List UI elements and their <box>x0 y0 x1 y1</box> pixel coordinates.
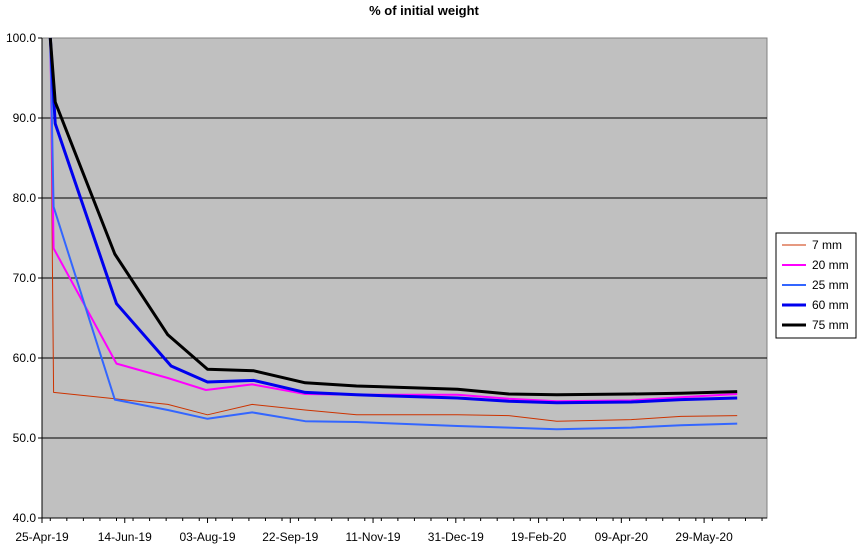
y-tick-label: 50.0 <box>13 431 37 445</box>
chart-title: % of initial weight <box>369 3 479 18</box>
legend-label: 60 mm <box>812 298 849 312</box>
legend-label: 20 mm <box>812 258 849 272</box>
y-tick-label: 40.0 <box>13 511 37 525</box>
x-tick-label: 14-Jun-19 <box>98 530 152 544</box>
y-tick-label: 70.0 <box>13 271 37 285</box>
series-line-60-mm <box>48 37 738 405</box>
series-line-7-mm <box>49 37 738 422</box>
legend-label: 7 mm <box>812 238 842 252</box>
x-tick-label: 25-Apr-19 <box>15 530 69 544</box>
legend: 7 mm 20 mm 25 mm 60 mm 75 mm <box>775 232 857 339</box>
y-tick-label: 60.0 <box>13 351 37 365</box>
legend-label: 25 mm <box>812 278 849 292</box>
series-lines <box>48 37 738 431</box>
legend-label: 75 mm <box>812 318 849 332</box>
series-line-75-mm <box>48 37 738 397</box>
x-tick-label: 29-May-20 <box>675 530 733 544</box>
y-tick-label: 80.0 <box>13 191 37 205</box>
x-tick-label: 31-Dec-19 <box>428 530 484 544</box>
y-tick-label: 90.0 <box>13 111 37 125</box>
y-axis: 40.0 50.0 60.0 70.0 80.0 90.0 100.0 <box>6 31 43 525</box>
x-tick-label: 19-Feb-20 <box>511 530 567 544</box>
x-tick-label: 09-Apr-20 <box>595 530 649 544</box>
y-tick-label: 100.0 <box>6 31 36 45</box>
x-axis: 25-Apr-19 14-Jun-19 03-Aug-19 22-Sep-19 11-N… <box>15 517 767 544</box>
x-tick-label: 11-Nov-19 <box>345 530 400 544</box>
series-line-25-mm <box>49 37 738 431</box>
x-tick-label: 22-Sep-19 <box>262 530 318 544</box>
x-tick-label: 03-Aug-19 <box>180 530 236 544</box>
